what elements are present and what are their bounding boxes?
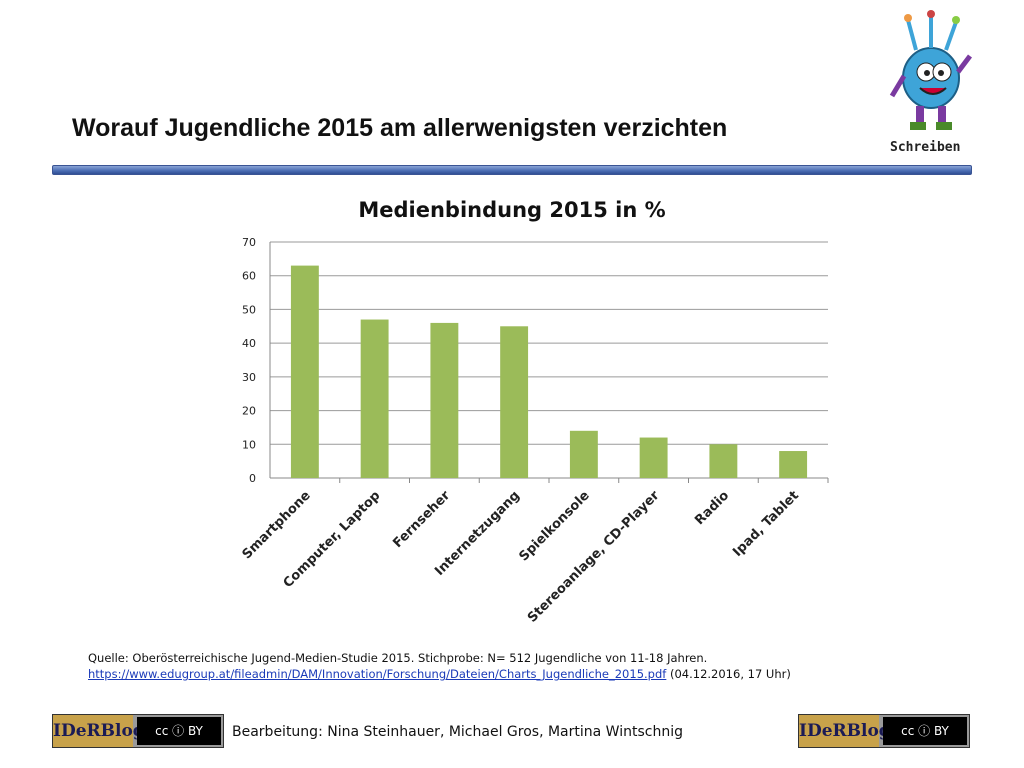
y-tick-label-0: 0 [249, 472, 256, 485]
bar-0 [290, 265, 319, 478]
mascot-image [889, 10, 972, 130]
title-rule [52, 165, 972, 175]
source-note: Quelle: Oberösterreichische Jugend-Medie… [88, 650, 791, 682]
chart-title: Medienbindung 2015 in % [358, 198, 666, 222]
iderblog-logo-right: IDeRBlog cc ⓘ BY [798, 714, 970, 748]
y-tick-label-30: 30 [242, 371, 256, 384]
y-tick-label-70: 70 [242, 236, 256, 249]
source-text: Quelle: Oberösterreichische Jugend-Medie… [88, 651, 708, 665]
cc-by-badge-left: cc ⓘ BY [137, 717, 221, 745]
bar-1 [360, 319, 389, 478]
x-tick-label-7: Ipad, Tablet [730, 488, 802, 560]
x-tick-label-2: Fernseher [390, 488, 453, 551]
mascot-label: Schreiben [890, 140, 961, 155]
iderblog-brand-right: IDeRBlog [799, 715, 891, 747]
slide-title: Worauf Jugendliche 2015 am allerwenigste… [72, 114, 728, 142]
y-tick-label-10: 10 [242, 438, 256, 451]
cc-by-badge-right: cc ⓘ BY [883, 717, 967, 745]
y-tick-label-50: 50 [242, 303, 256, 316]
y-tick-label-20: 20 [242, 405, 256, 418]
credits-text: Bearbeitung: Nina Steinhauer, Michael Gr… [232, 724, 683, 740]
bar-3 [500, 326, 529, 478]
bar-2 [430, 322, 459, 478]
bar-6 [709, 444, 738, 478]
x-tick-label-5: Stereoanlage, CD-Player [525, 488, 663, 626]
y-tick-label-40: 40 [242, 337, 256, 350]
iderblog-brand-left: IDeRBlog [53, 715, 145, 747]
bar-7 [779, 451, 808, 478]
bar-5 [639, 437, 668, 478]
x-tick-label-6: Radio [692, 488, 732, 528]
y-tick-label-60: 60 [242, 270, 256, 283]
source-link[interactable]: https://www.edugroup.at/fileadmin/DAM/In… [88, 667, 667, 681]
x-tick-label-4: Spielkonsole [516, 488, 592, 564]
iderblog-logo-left: IDeRBlog cc ⓘ BY [52, 714, 224, 748]
source-date: (04.12.2016, 17 Uhr) [669, 667, 791, 681]
x-tick-label-0: Smartphone [240, 488, 314, 562]
source-line-2: https://www.edugroup.at/fileadmin/DAM/In… [88, 666, 791, 682]
bar-4 [569, 430, 598, 478]
